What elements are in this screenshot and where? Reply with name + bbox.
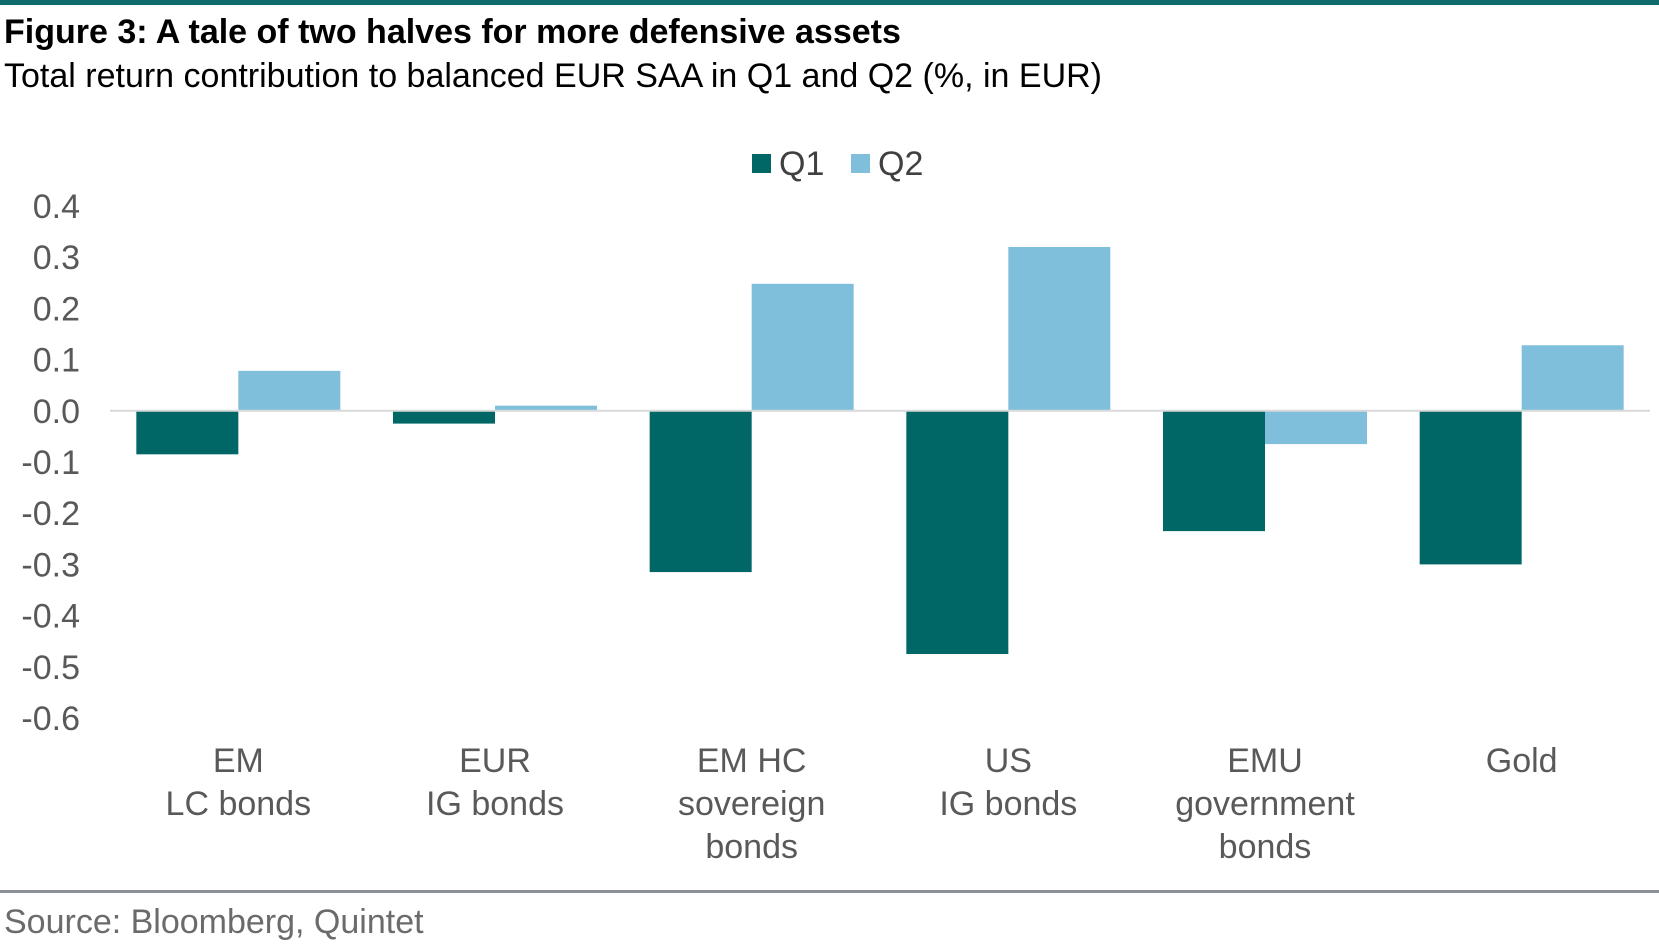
x-category-label: US IG bonds: [939, 742, 1077, 823]
y-tick-label: 0.1: [33, 342, 80, 380]
legend-swatch-q1: [752, 154, 771, 173]
x-category-label: EM HC sovereign bonds: [678, 742, 825, 866]
x-category-label-line: IG bonds: [426, 785, 564, 823]
x-category-label-line: EM HC: [697, 742, 807, 780]
y-tick-label: 0.4: [33, 188, 80, 226]
x-category-label: Gold: [1486, 742, 1558, 780]
y-tick-label: -0.6: [21, 700, 80, 738]
y-axis: 0.4 0.3 0.2 0.1 0.0 -0.1 -0.2 -0.3 -0.4 -0.5 -0.6: [21, 188, 80, 738]
y-tick-label: 0.3: [33, 239, 80, 277]
x-category-label-line: EUR: [459, 742, 531, 780]
chart-subtitle: Total return contribution to balanced EU…: [4, 57, 1102, 95]
bar-q2-1: [495, 405, 597, 411]
x-category-label-line: EMU: [1227, 742, 1303, 780]
y-tick-label: -0.4: [21, 598, 80, 636]
bar-q1-1: [393, 410, 495, 424]
chart-title: Figure 3: A tale of two halves for more …: [4, 13, 901, 51]
bar-q1-5: [1419, 410, 1522, 565]
x-category-label-line: LC bonds: [166, 785, 312, 823]
source-note: Source: Bloomberg, Quintet: [4, 903, 424, 941]
bar-q1-2: [649, 410, 752, 573]
y-tick-label: -0.1: [21, 444, 80, 482]
bars: [136, 246, 1624, 654]
bar-q2-5: [1521, 345, 1624, 411]
bar-q2-0: [238, 370, 341, 411]
x-category-label-line: Gold: [1486, 742, 1558, 780]
bottom-rule: [0, 890, 1659, 893]
x-category-label-line: government: [1175, 785, 1355, 823]
bar-q2-3: [1008, 246, 1111, 411]
bar-q1-3: [906, 410, 1009, 654]
bar-chart: 0.40.30.20.10.0-0.1-0.2-0.3-0.4-0.5-0.6 …: [21, 145, 1650, 866]
y-tick-label: 0.2: [33, 290, 80, 328]
legend-label-q1: Q1: [779, 145, 824, 183]
x-category-label-line: sovereign: [678, 785, 825, 823]
y-tick-label: -0.3: [21, 546, 80, 584]
bar-q2-2: [751, 283, 854, 411]
y-tick-label: 0.0: [33, 393, 80, 431]
legend: Q1 Q2: [752, 145, 923, 183]
bar-q1-0: [136, 410, 239, 455]
x-category-label: EUR IG bonds: [426, 742, 564, 823]
bar-q1-4: [1163, 410, 1265, 532]
x-category-label: EMU government bonds: [1175, 742, 1355, 866]
bar-q2-4: [1265, 410, 1367, 445]
x-axis-labels: EM LC bonds EUR IG bonds EM HC sovereign bonds…: [166, 742, 1558, 866]
x-category-label-line: bonds: [705, 828, 798, 866]
x-category-label-line: IG bonds: [939, 785, 1077, 823]
y-tick-label: -0.5: [21, 649, 80, 687]
top-accent-rule: [0, 0, 1659, 5]
x-category-label: EM LC bonds: [166, 742, 312, 823]
x-category-label-line: US: [985, 742, 1032, 780]
x-category-label-line: bonds: [1219, 828, 1312, 866]
legend-label-q2: Q2: [878, 145, 923, 183]
x-category-label-line: EM: [213, 742, 264, 780]
y-tick-label: -0.2: [21, 495, 80, 533]
legend-swatch-q2: [851, 154, 870, 173]
